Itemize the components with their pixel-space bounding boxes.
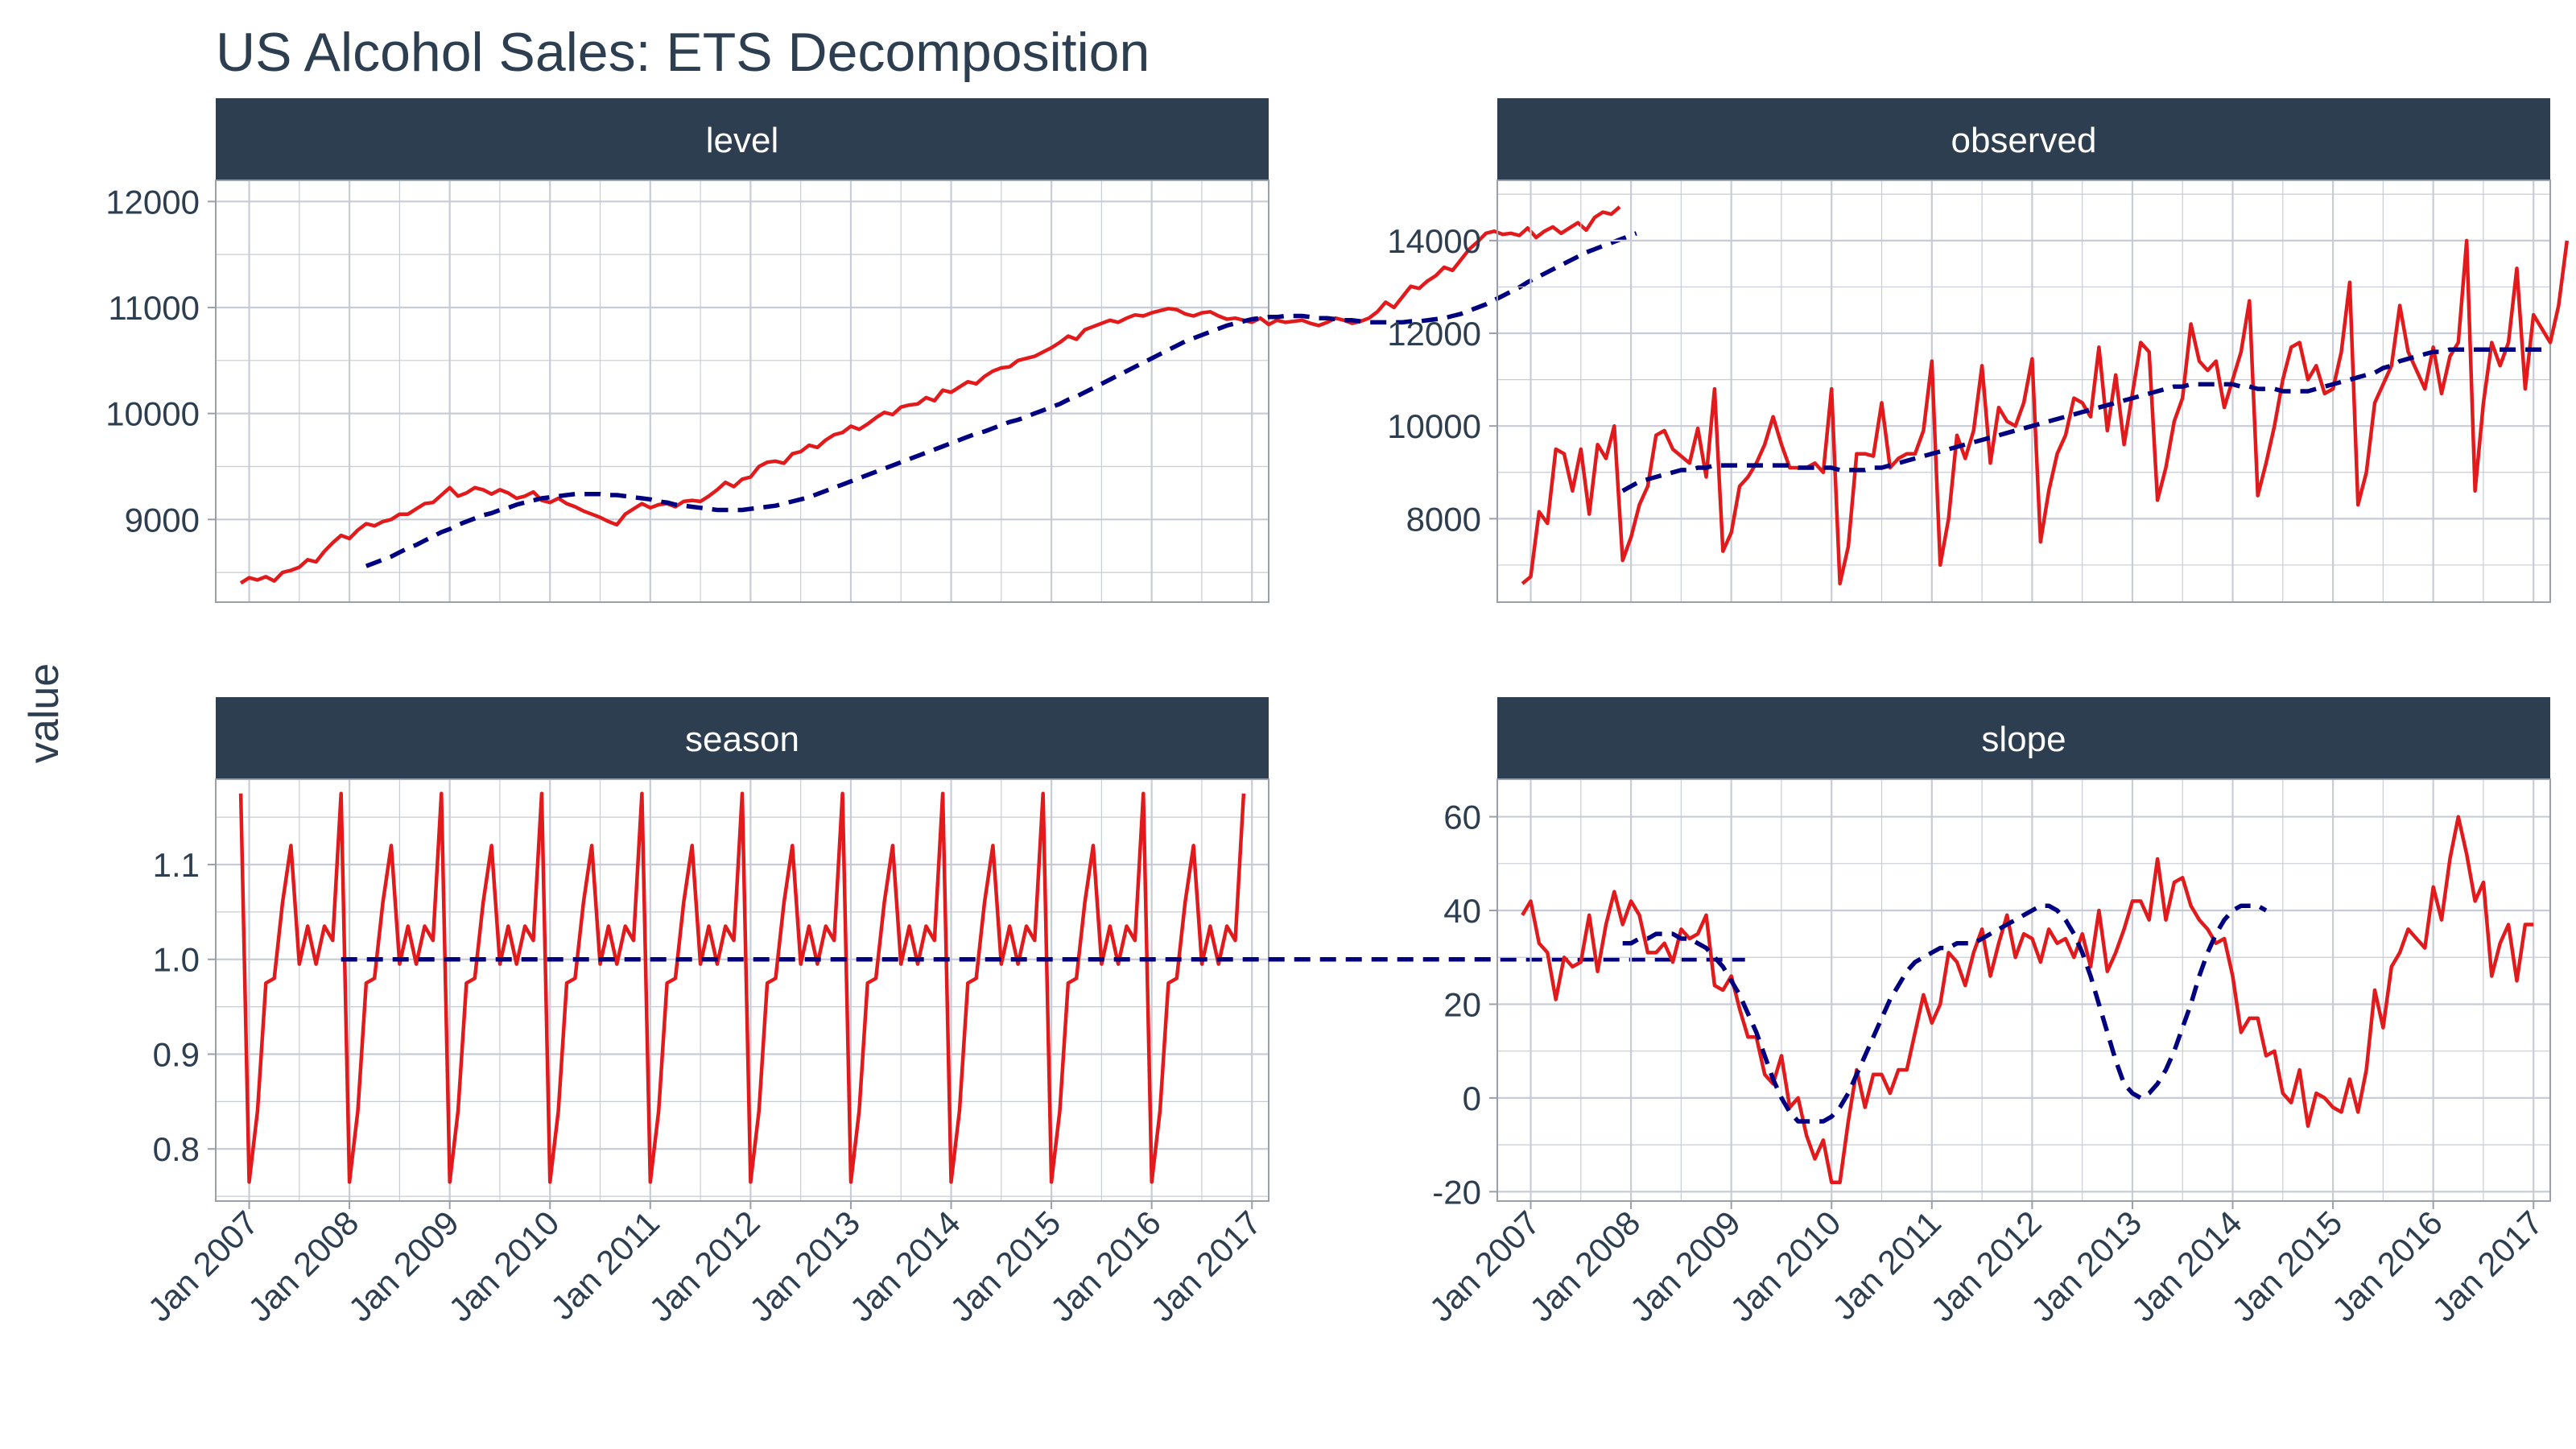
y-tick-label: 10000 [1387, 407, 1481, 445]
x-tick-label: Jan 2015 [943, 1203, 1067, 1328]
y-tick-label: 1.1 [153, 846, 200, 884]
facet-strip-season [216, 697, 1269, 779]
panel-border [215, 180, 1269, 603]
y-tick-label: 12000 [105, 183, 200, 221]
facet-panels: level 9000 10000 11000 12000 observed 8000 1000… [105, 98, 2570, 1329]
facet-level: level 9000 10000 11000 12000 [105, 98, 1637, 603]
series-line-level [239, 205, 1621, 585]
x-tick-label: Jan 2013 [2024, 1203, 2149, 1328]
chart-title: US Alcohol Sales: ETS Decomposition [216, 22, 1150, 83]
facet-strip-label-slope: slope [1981, 720, 2066, 759]
y-tick-label: 0.9 [153, 1035, 200, 1073]
series-line-slope [1521, 815, 2534, 1184]
y-tick-label: -20 [1432, 1173, 1481, 1211]
y-tick-label: 9000 [125, 501, 200, 539]
facet-strip-slope [1497, 697, 2550, 779]
x-tick-label: Jan 2017 [2425, 1203, 2549, 1328]
series-line-dashed-slope [1622, 903, 2268, 1124]
y-tick-label: 10000 [105, 395, 200, 433]
x-tick-label: Jan 2017 [1143, 1203, 1268, 1328]
y-tick-label: 0.8 [153, 1130, 200, 1168]
x-tick-label: Jan 2016 [1043, 1203, 1168, 1328]
y-tick-label: 14000 [1387, 222, 1481, 260]
facet-strip-level [216, 98, 1269, 180]
series-line-dashed-observed [1621, 347, 2550, 493]
x-tick-label: Jan 2015 [2224, 1203, 2349, 1328]
x-tick-label: Jan 2014 [2124, 1203, 2248, 1328]
facet-strip-label-season: season [685, 720, 799, 759]
y-tick-label: 8000 [1406, 500, 1481, 538]
x-tick-label: Jan 2010 [1723, 1203, 1847, 1328]
y-axis-label: value [21, 663, 68, 763]
y-tick-label: 0 [1463, 1080, 1481, 1117]
series-line-dashed-level [365, 231, 1637, 568]
facet-strip-label-observed: observed [1951, 121, 2096, 160]
x-tick-label: Jan 2013 [742, 1203, 867, 1328]
x-tick-label: Jan 2009 [341, 1203, 466, 1328]
y-tick-label: 20 [1443, 985, 1481, 1023]
facet-observed: observed 8000 10000 12000 14000 [1387, 98, 2570, 603]
facet-strip-observed [1497, 98, 2550, 180]
series-line-observed [1521, 238, 2570, 586]
y-tick-label: 40 [1443, 892, 1481, 930]
x-tick-label: Jan 2008 [241, 1203, 365, 1328]
x-tick-label: Jan 2012 [642, 1203, 766, 1328]
x-tick-label: Jan 2007 [140, 1203, 265, 1328]
y-tick-label: 1.0 [153, 941, 200, 979]
y-tick-label: 60 [1443, 799, 1481, 836]
series-line-season [238, 791, 1246, 1184]
facet-strip-label-level: level [706, 121, 779, 160]
x-tick-label: Jan 2009 [1623, 1203, 1748, 1328]
panel-border [215, 778, 1269, 1202]
panel-border [1496, 180, 2551, 603]
x-tick-label: Jan 2010 [441, 1203, 566, 1328]
x-tick-label: Jan 2007 [1422, 1203, 1546, 1328]
x-tick-label: Jan 2016 [2325, 1203, 2450, 1328]
x-tick-label: Jan 2008 [1522, 1203, 1647, 1328]
panel-border [1496, 778, 2551, 1202]
y-tick-label: 11000 [108, 289, 200, 327]
x-tick-label: Jan 2014 [842, 1203, 967, 1328]
y-tick-label: 12000 [1387, 315, 1481, 353]
x-tick-label: Jan 2012 [1923, 1203, 2048, 1328]
